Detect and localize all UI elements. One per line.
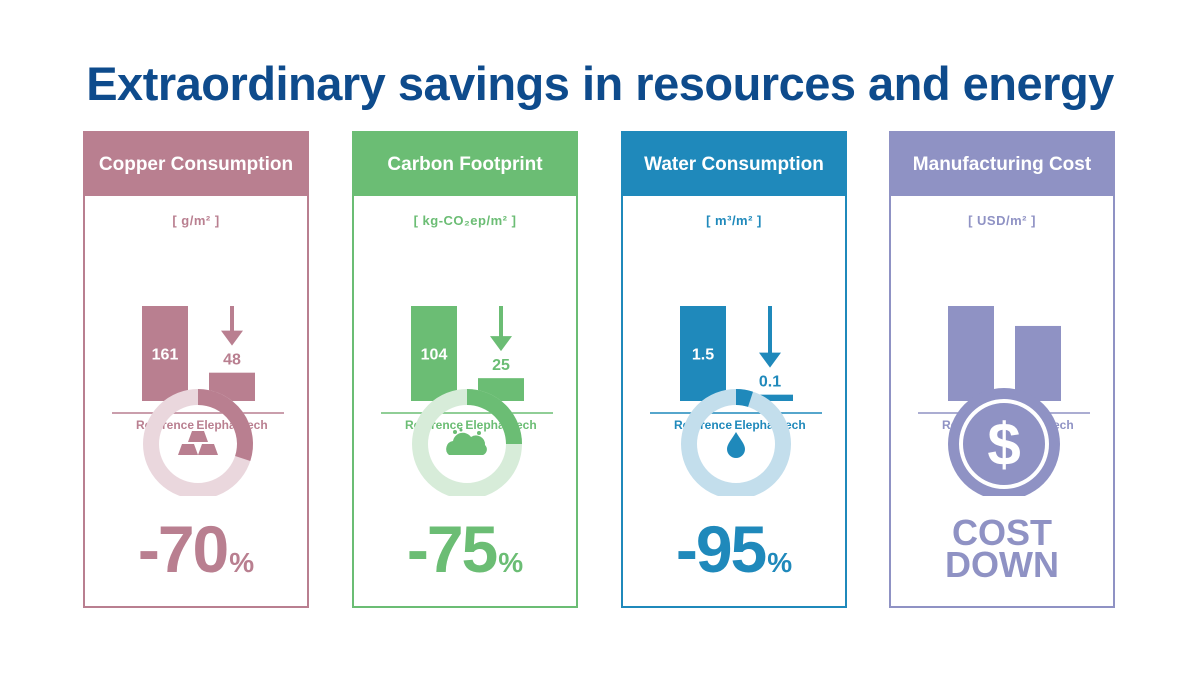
water-drop-icon	[727, 432, 745, 458]
card-header: Water Consumption	[623, 133, 845, 196]
unit-label: [ kg-CO₂ep/m² ]	[413, 213, 517, 228]
unit-label: [ m³/m² ]	[706, 213, 762, 228]
card-header: Copper Consumption	[85, 133, 307, 196]
percent-sign: %	[229, 547, 255, 578]
water-card: Water Consumption [ m³/m² ] Reference Ele…	[621, 131, 847, 608]
cost-down-line-1: COST	[951, 512, 1052, 553]
cost-down-line-2: DOWN	[945, 544, 1059, 585]
bar-reference	[948, 306, 994, 401]
reduction-value: -75%	[354, 509, 576, 589]
down-arrow-icon	[759, 352, 781, 368]
down-arrow-icon	[490, 336, 512, 352]
value-label-reference: 104	[421, 347, 448, 364]
card-header: Manufacturing Cost	[891, 133, 1113, 196]
percent-sign: %	[498, 547, 524, 578]
svg-text:$: $	[987, 411, 1020, 478]
down-arrow-icon	[221, 330, 243, 346]
donut-remaining-arc	[735, 389, 753, 407]
card-header: Carbon Footprint	[354, 133, 576, 196]
reduction-number: -75	[406, 512, 498, 586]
unit-label: [ USD/m² ]	[968, 213, 1036, 228]
unit-label: [ g/m² ]	[172, 213, 220, 228]
reduction-number: -70	[137, 512, 229, 586]
bar-elephantech	[747, 394, 793, 401]
donut-remaining-arc	[466, 389, 522, 445]
copper-card: Copper Consumption [ g/m² ] Reference Ele…	[83, 131, 309, 608]
value-label-reference: 161	[152, 347, 179, 364]
value-label-elephantech: 48	[223, 352, 241, 369]
reduction-number: -95	[675, 512, 767, 586]
bar-elephantech	[1015, 325, 1061, 401]
donut-remaining-arc	[197, 389, 253, 461]
percent-sign: %	[767, 547, 793, 578]
gold-bars-icon	[178, 431, 218, 455]
page-title: Extraordinary savings in resources and e…	[86, 57, 1114, 110]
carbon-card: Carbon Footprint [ kg-CO₂ep/m² ] Referen…	[352, 131, 578, 608]
cloud-icon	[446, 428, 487, 455]
reduction-value: -95%	[623, 509, 845, 589]
dollar-coin-icon: $	[948, 388, 1060, 496]
bar-reference	[680, 306, 726, 401]
bar-reference	[142, 306, 188, 401]
value-label-elephantech: 25	[492, 357, 510, 374]
reduction-value: -70%	[85, 509, 307, 589]
cost-down-label: COST DOWN	[891, 512, 1113, 585]
value-label-elephantech: 0.1	[759, 374, 781, 391]
bar-reference	[411, 306, 457, 401]
value-label-reference: 1.5	[692, 347, 714, 364]
cost-card: Manufacturing Cost [ USD/m² ] ReferenceE…	[889, 131, 1115, 608]
